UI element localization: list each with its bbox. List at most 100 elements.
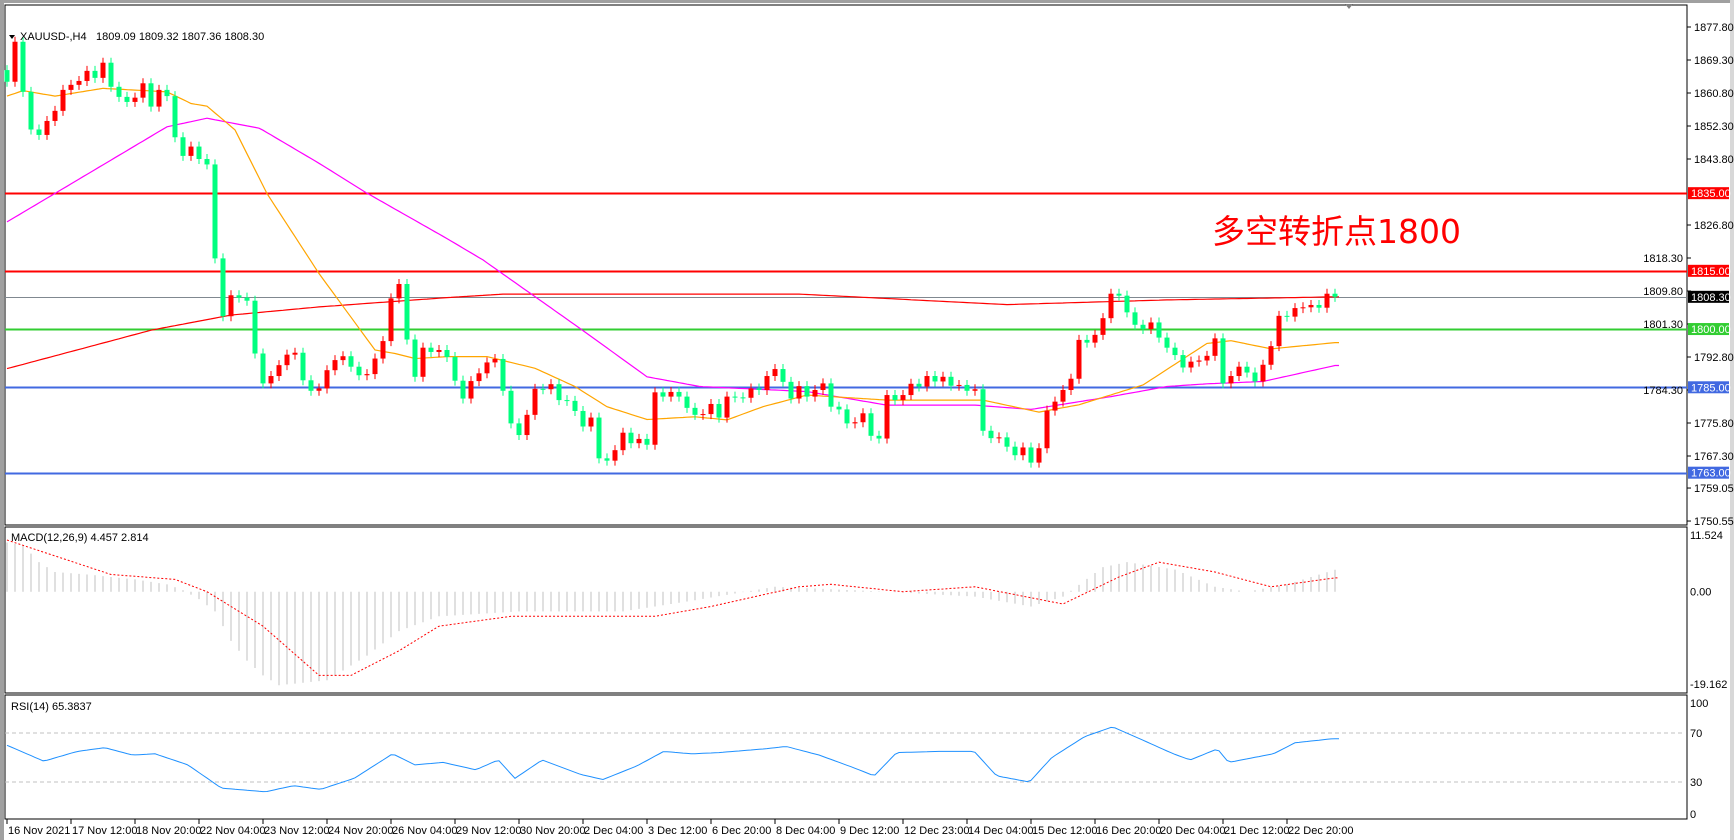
rsi-axis-label: 30: [1690, 777, 1702, 789]
candle-body: [28, 91, 34, 130]
candle-body: [780, 369, 786, 382]
candle-body: [588, 417, 594, 427]
candle-body: [1172, 347, 1178, 356]
candle: [788, 376, 794, 404]
candle: [1076, 334, 1082, 384]
candle-body: [612, 450, 618, 461]
candle: [1292, 303, 1298, 322]
macd-indicator: [6, 539, 1339, 686]
candle: [172, 91, 178, 143]
candle-body: [988, 430, 994, 439]
candle-body: [892, 395, 898, 401]
candle-body: [812, 390, 818, 397]
candle: [748, 383, 754, 403]
time-tick-label: 14 Dec 04:00: [968, 825, 1033, 837]
candle-body: [844, 409, 850, 424]
candle: [252, 295, 258, 359]
macd-axis-zero: 0.00: [1690, 587, 1711, 599]
candle: [780, 364, 786, 387]
macd-signal-line: [6, 539, 1339, 676]
candle-body: [204, 159, 210, 165]
price-tick-label: 1843.80: [1694, 154, 1734, 166]
candle: [812, 385, 818, 402]
candle: [764, 371, 770, 395]
candle-body: [1060, 390, 1066, 402]
candle: [1220, 333, 1226, 389]
time-tick-label: 20 Dec 04:00: [1160, 825, 1225, 837]
candle-body: [708, 403, 714, 415]
candle-body: [332, 360, 338, 371]
candle: [372, 353, 378, 380]
candle: [1228, 371, 1234, 389]
candle: [596, 412, 602, 464]
candle: [1084, 334, 1090, 348]
candle: [420, 342, 426, 382]
candle-body: [828, 383, 834, 407]
moving-average-mid: [6, 117, 1339, 411]
candle: [1108, 288, 1114, 324]
candle: [1316, 299, 1322, 313]
candle-body: [1076, 339, 1082, 379]
candle-body: [1068, 378, 1074, 390]
candle-body: [860, 413, 866, 423]
candle: [652, 387, 658, 450]
candle-body: [1276, 315, 1282, 347]
candle: [1276, 310, 1282, 352]
candle: [916, 378, 922, 392]
candle-body: [452, 357, 458, 381]
time-tick-label: 3 Dec 12:00: [648, 825, 707, 837]
candle: [588, 412, 594, 432]
candle-body: [388, 298, 394, 342]
candle-body: [924, 376, 930, 387]
candle: [460, 375, 466, 404]
candle-body: [20, 41, 26, 92]
symbol-menu-triangle-icon[interactable]: [9, 35, 15, 39]
candle-body: [772, 369, 778, 377]
rsi-axis-label: 100: [1690, 698, 1708, 710]
window-right-border: [1730, 0, 1734, 840]
price-tick-label: 1759.05: [1694, 483, 1734, 495]
candle-body: [724, 396, 730, 418]
time-tick-label: 12 Dec 23:00: [904, 825, 969, 837]
candle: [772, 364, 778, 382]
candle: [1212, 333, 1218, 361]
candle: [1284, 310, 1290, 322]
candle-body: [228, 295, 234, 317]
macd-label: MACD(12,26,9) 4.457 2.814: [11, 532, 149, 544]
candle: [1100, 313, 1106, 340]
candle: [564, 395, 570, 406]
candle-body: [540, 388, 546, 390]
candle-body: [716, 403, 722, 418]
candle-body: [524, 414, 530, 436]
time-tick-label: 22 Nov 04:00: [200, 825, 265, 837]
candle: [324, 365, 330, 394]
candle-body: [476, 373, 482, 382]
candle-body: [500, 358, 506, 391]
price-tick-label: 1860.80: [1694, 88, 1734, 100]
candle-body: [12, 41, 18, 82]
candle-body: [628, 432, 634, 444]
level-price-tag: [1688, 187, 1729, 200]
candle-body: [532, 388, 538, 415]
level-price-tag-label: 1800.00: [1691, 324, 1731, 336]
panes: [4, 4, 1688, 820]
candle: [612, 445, 618, 466]
candle-body: [1212, 338, 1218, 356]
chart-shift-marker-icon[interactable]: [1345, 4, 1353, 9]
annotation-text[interactable]: 多空转折点1800: [1212, 212, 1461, 251]
candle: [660, 387, 666, 402]
time-tick-label: 23 Nov 12:00: [264, 825, 329, 837]
candle: [668, 386, 674, 402]
candle-body: [60, 89, 66, 111]
candle-body: [292, 352, 298, 355]
candle: [1060, 385, 1066, 407]
candle: [52, 105, 58, 126]
candle: [452, 352, 458, 386]
candle: [708, 398, 714, 420]
candle: [364, 369, 370, 381]
candle-body: [244, 297, 250, 301]
macd-axis-max: 11.524: [1690, 530, 1723, 542]
candle: [732, 391, 738, 403]
